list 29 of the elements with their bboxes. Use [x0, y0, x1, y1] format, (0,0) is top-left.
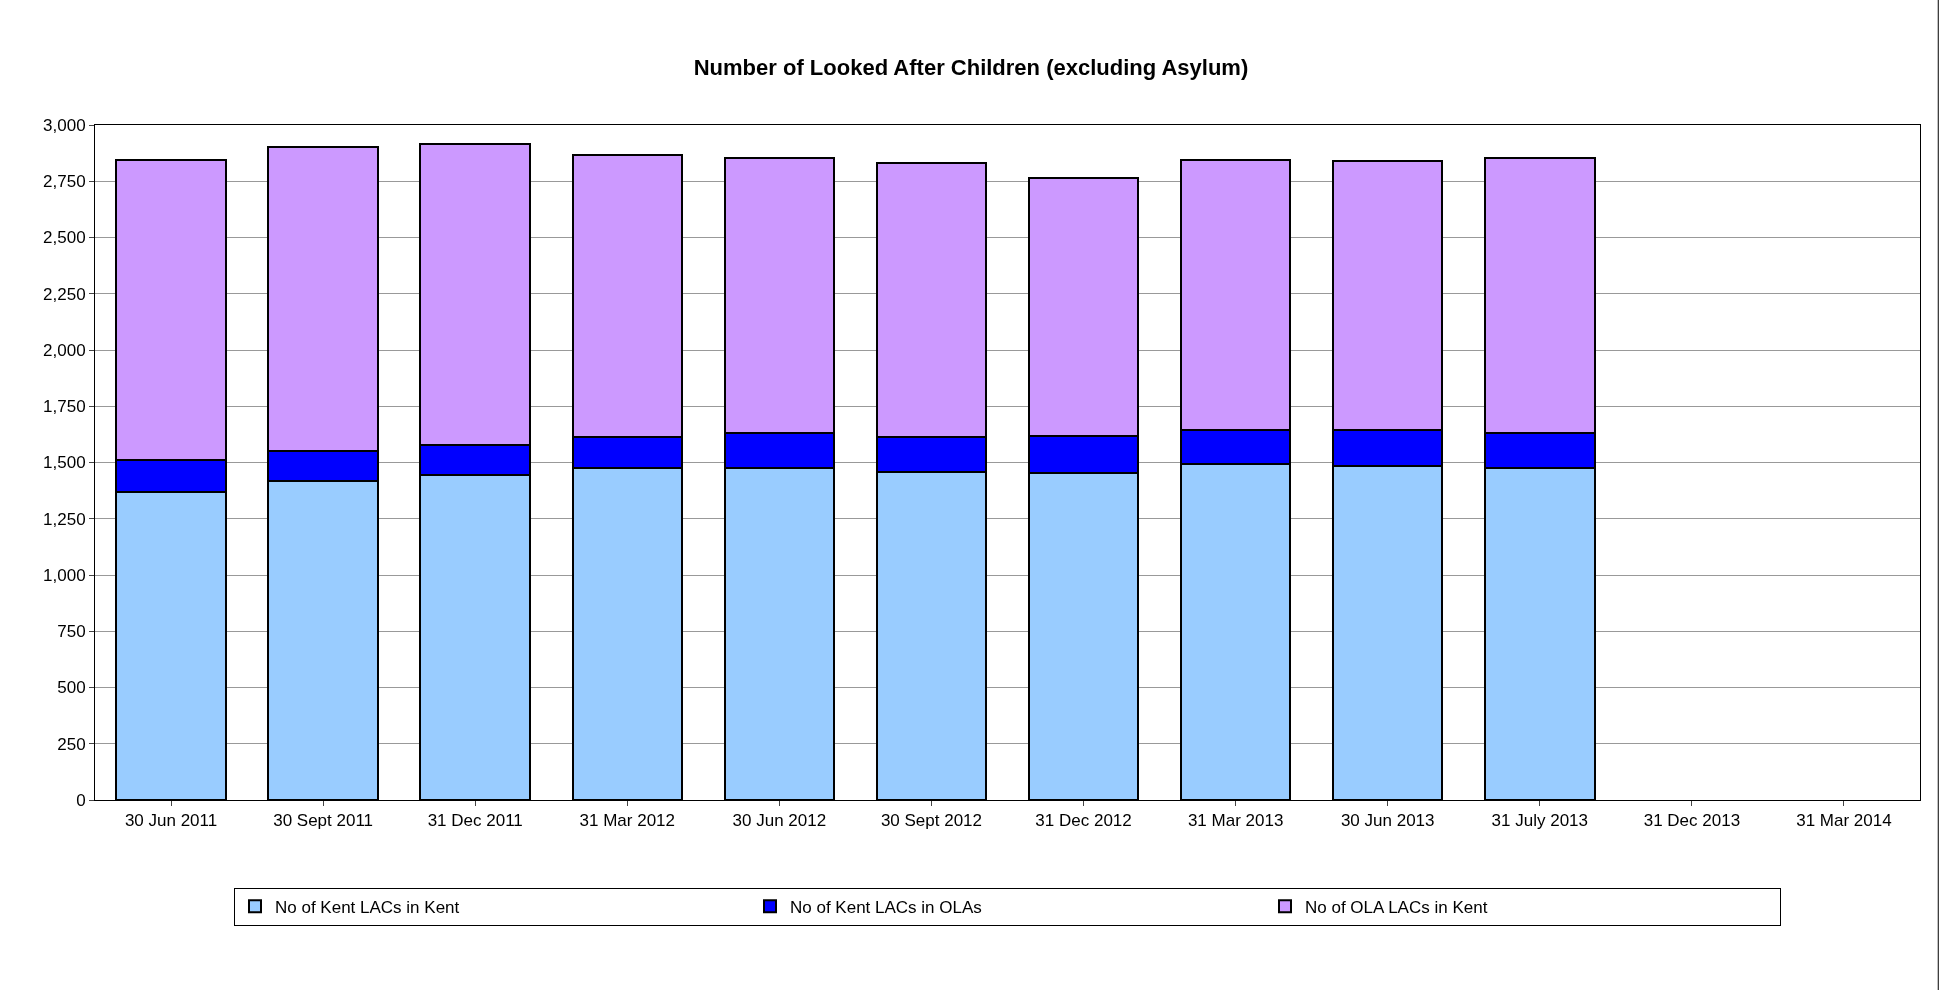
x-tick-label: 30 Sept 2012	[880, 811, 983, 831]
x-tick-label: 30 Sept 2011	[273, 811, 374, 831]
y-tick-label: 2,750	[43, 172, 86, 192]
y-tick-label: 1,500	[43, 453, 86, 473]
y-tick-label: 3,000	[43, 115, 86, 135]
y-tick-label: 750	[57, 622, 86, 642]
x-tick-label: 31 Mar 2013	[1187, 811, 1284, 831]
y-tick-label: 2,500	[43, 228, 86, 248]
y-tick-label: 1,750	[43, 397, 86, 417]
legend-label: No of Kent LACs in Kent	[275, 897, 460, 917]
x-tick-label: 31 Dec 2013	[1643, 811, 1741, 831]
x-tick-label: 30 Jun 2013	[1340, 811, 1435, 831]
legend-label: No of OLA LACs in Kent	[1305, 897, 1488, 917]
y-tick-label: 1,250	[43, 509, 86, 529]
x-tick-label: 30 Jun 2011	[124, 811, 218, 831]
x-tick-label: 31 Dec 2011	[427, 811, 523, 831]
y-tick-label: 2,250	[43, 284, 86, 304]
y-tick-label: 250	[57, 734, 86, 754]
y-tick-label: 1,000	[43, 565, 86, 585]
y-tick-label: 500	[57, 678, 86, 698]
x-tick-label: 30 Jun 2012	[732, 811, 827, 831]
chart-title: Number of Looked After Children (excluding Asylum)	[693, 54, 1249, 80]
x-tick-label: 31 July 2013	[1491, 811, 1588, 831]
legend-label: No of Kent LACs in OLAs	[790, 897, 982, 917]
x-tick-label: 31 Dec 2012	[1035, 811, 1132, 831]
y-tick-label: 2,000	[43, 340, 86, 360]
x-tick-label: 31 Mar 2014	[1796, 811, 1892, 831]
y-tick-label: 0	[76, 790, 86, 810]
x-tick-label: 31 Mar 2012	[579, 811, 676, 831]
